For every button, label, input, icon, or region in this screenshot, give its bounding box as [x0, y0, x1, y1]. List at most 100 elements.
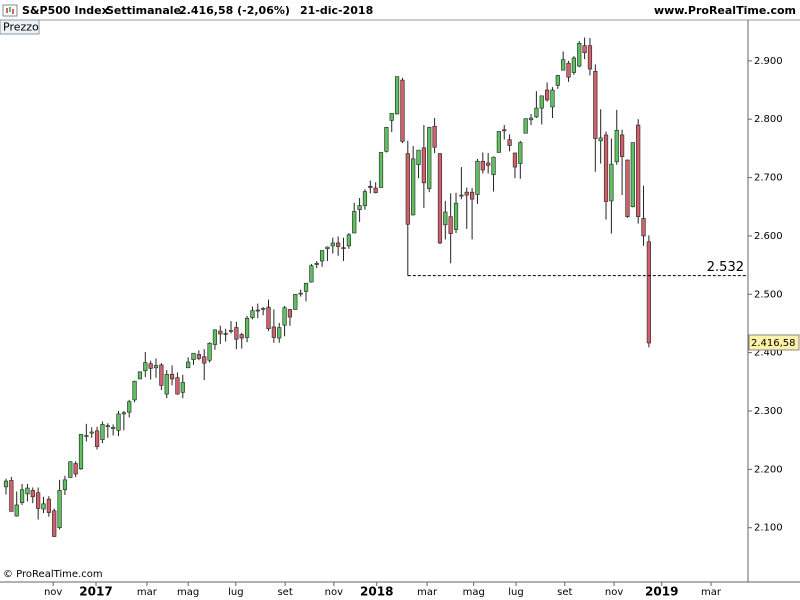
candle-body [100, 424, 105, 440]
date: 21-dic-2018 [300, 4, 373, 17]
candle-body [571, 57, 576, 73]
candle-body [448, 216, 453, 234]
candle-body [432, 125, 437, 148]
x-tick-label: 2019 [645, 585, 678, 599]
period: Settimanale [106, 4, 181, 17]
icon-bar [6, 8, 8, 13]
y-tick-label: 2.400 [754, 348, 783, 359]
candle-body [486, 162, 491, 166]
candle-body [175, 377, 180, 395]
y-tick-label: 2.100 [754, 523, 783, 534]
y-tick-label: 2.900 [754, 56, 783, 67]
x-tick-label: nov [44, 587, 62, 598]
candle-body [277, 327, 282, 339]
candle-body [496, 131, 501, 153]
candle-body [512, 152, 518, 168]
candle-body [266, 306, 271, 330]
x-tick-label: nov [605, 587, 623, 598]
candle-body [287, 309, 293, 318]
candle-body [550, 89, 555, 108]
candle-body [378, 152, 384, 188]
x-tick-label: set [277, 587, 292, 598]
candle-body [336, 242, 341, 247]
candle-body [357, 205, 362, 210]
last-price-box [748, 334, 800, 351]
candle-body [14, 504, 19, 517]
candle-body [603, 134, 609, 202]
candle-body [453, 202, 459, 230]
candle-body [41, 503, 46, 510]
candle-body [261, 307, 266, 310]
candle-body [52, 510, 57, 537]
candle-body [330, 242, 335, 247]
candle-body [127, 401, 132, 413]
candle-body [180, 382, 185, 393]
y-tick-label: 2.500 [754, 289, 783, 300]
candle-body [255, 309, 260, 312]
last-price-label: 2.416,58 [751, 338, 796, 349]
x-tick-label: mar [137, 587, 158, 598]
candle-body [234, 327, 239, 340]
y-tick-label: 2.300 [754, 406, 783, 417]
candle-body [25, 487, 30, 495]
candle-body [373, 187, 378, 194]
candle-body [534, 107, 539, 118]
annotation-label: 2.532 [707, 260, 744, 275]
candle-body [464, 191, 469, 196]
candle-body [523, 118, 528, 134]
candle-body [111, 427, 116, 429]
candle-body [341, 247, 346, 249]
candle-body [19, 489, 25, 503]
candle-body [186, 361, 191, 369]
candle-body [598, 137, 603, 142]
candle-body [507, 139, 512, 146]
candle-body [555, 75, 560, 86]
candle-body [148, 363, 153, 369]
candle-body [30, 490, 35, 498]
candle-body [427, 127, 432, 189]
candle-body [309, 265, 314, 283]
y-tick-label: 2.600 [754, 231, 783, 242]
candle-body [3, 480, 9, 488]
x-tick-label: 2017 [79, 585, 112, 599]
candle-body [566, 62, 571, 78]
site: www.ProRealTime.com [654, 4, 796, 17]
candle-body [212, 329, 218, 345]
candle-body [437, 153, 443, 244]
candle-body [78, 434, 84, 470]
candle-body [282, 307, 287, 326]
candle-body [293, 293, 298, 310]
candle-body [73, 463, 78, 475]
candle-body [641, 218, 646, 237]
candle-body [244, 317, 250, 338]
candle-body [475, 160, 480, 195]
y-tick-label: 2.200 [754, 464, 783, 475]
candle-body [646, 241, 651, 344]
candle-body [218, 330, 223, 335]
candle-body [57, 490, 62, 529]
candle-body [362, 191, 368, 206]
candle-body [191, 352, 196, 360]
icon-bar [12, 9, 14, 14]
candle-body [352, 211, 357, 234]
candle-body [394, 76, 400, 115]
icon-bar [9, 7, 11, 12]
copyright: © ProRealTime.com [3, 569, 103, 580]
candle-body [36, 492, 41, 509]
candle-body [544, 89, 550, 101]
quote: 2.416,58 (-2,06%) [179, 4, 290, 17]
candle-body [239, 334, 244, 339]
candle-body [228, 330, 234, 332]
candle-body [502, 129, 507, 132]
candle-body [405, 153, 410, 225]
candle-body [159, 364, 164, 386]
candle-body [411, 158, 416, 216]
candle-body [346, 234, 351, 247]
x-tick-label: mag [177, 587, 199, 598]
y-tick-label: 2.700 [754, 173, 783, 184]
x-tick-label: lug [228, 587, 243, 598]
candle-body [518, 142, 523, 164]
candle-body [593, 71, 598, 139]
candle-body [561, 59, 566, 71]
